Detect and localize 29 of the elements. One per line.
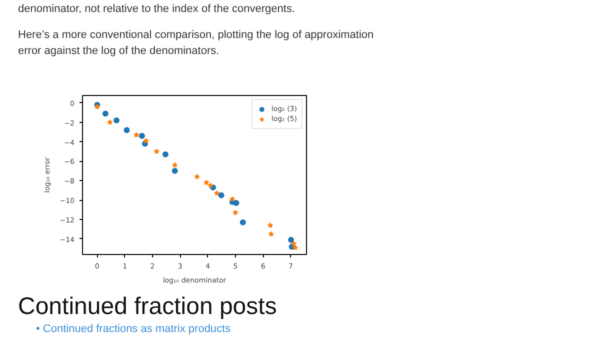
point: [292, 244, 298, 250]
point: [267, 222, 274, 228]
point: [114, 117, 120, 124]
point: [208, 182, 214, 188]
point: [232, 210, 238, 216]
point: [214, 190, 220, 196]
point: [124, 127, 130, 134]
text: denominator, not relative to the index of the convergents.: [18, 2, 296, 17]
point: [102, 110, 108, 117]
point: [288, 236, 294, 243]
point: [268, 231, 274, 237]
point: [172, 168, 178, 174]
point: [154, 148, 160, 154]
point: [230, 196, 236, 202]
point: [290, 240, 297, 246]
text: Continued fraction posts: [18, 293, 277, 321]
point: [204, 180, 210, 186]
point: [162, 151, 168, 158]
point: [143, 138, 149, 144]
point: [233, 200, 240, 206]
text: • Continued fractions as matrix products: [36, 322, 232, 336]
point: [134, 132, 140, 138]
point: [194, 174, 200, 180]
point: [218, 192, 224, 198]
point: [240, 219, 246, 226]
point: [138, 132, 145, 139]
text: Here’s a more conventional comparison, plotting the log of approximation error against the log of the denominators.: [18, 28, 375, 59]
point: [107, 119, 113, 125]
point: [172, 162, 178, 168]
